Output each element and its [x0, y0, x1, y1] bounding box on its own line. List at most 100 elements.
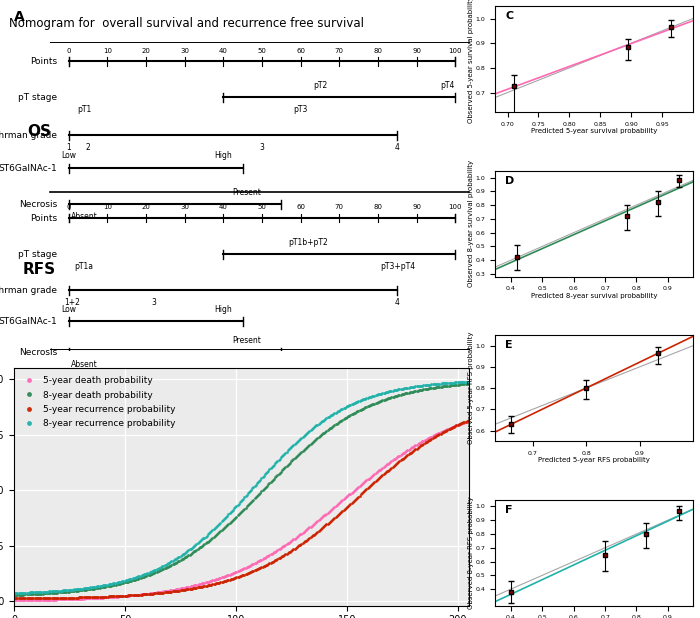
5-year death probability	[340, 494, 349, 502]
Text: C: C	[505, 12, 513, 22]
Text: 1: 1	[66, 143, 71, 152]
Text: 3: 3	[260, 143, 265, 152]
5-year recurrence probability	[465, 417, 473, 424]
5-year death probability	[64, 595, 73, 603]
Y-axis label: Observed 5-year RFS probability: Observed 5-year RFS probability	[468, 332, 474, 444]
Text: RFS: RFS	[22, 262, 55, 277]
Text: ST6GalNAc-1: ST6GalNAc-1	[0, 317, 57, 326]
Text: Necrosis: Necrosis	[19, 348, 57, 357]
Text: 100: 100	[449, 48, 462, 54]
Legend: 5-year death probability, 8-year death probability, 5-year recurrence probabilit: 5-year death probability, 8-year death p…	[18, 373, 179, 432]
Text: 20: 20	[141, 205, 150, 211]
8-year death probability	[190, 548, 198, 555]
Text: pT1: pT1	[77, 105, 91, 114]
8-year recurrence probability	[296, 435, 304, 442]
Text: 100: 100	[449, 205, 462, 211]
8-year recurrence probability	[190, 542, 198, 549]
X-axis label: Predicted 5-year RFS probability: Predicted 5-year RFS probability	[538, 457, 650, 464]
X-axis label: Predicted 5-year survival probability: Predicted 5-year survival probability	[531, 129, 657, 134]
Text: Absent: Absent	[71, 212, 97, 221]
X-axis label: Predicted 8-year survival probability: Predicted 8-year survival probability	[531, 293, 657, 299]
5-year recurrence probability	[10, 595, 18, 602]
5-year recurrence probability	[340, 505, 349, 512]
Line: 8-year recurrence probability: 8-year recurrence probability	[13, 380, 470, 595]
8-year death probability	[64, 588, 73, 595]
Text: Fuhrman grade: Fuhrman grade	[0, 286, 57, 295]
8-year recurrence probability	[338, 405, 346, 412]
Text: 0: 0	[66, 205, 71, 211]
5-year recurrence probability	[296, 541, 304, 548]
Text: 20: 20	[141, 48, 150, 54]
Y-axis label: Observed 5-year survival probability: Observed 5-year survival probability	[468, 0, 474, 123]
5-year recurrence probability	[338, 507, 346, 514]
Text: D: D	[505, 176, 514, 186]
8-year recurrence probability	[64, 586, 73, 594]
Text: pT stage: pT stage	[18, 93, 57, 102]
Text: Fuhrman grade: Fuhrman grade	[0, 131, 57, 140]
Line: 5-year recurrence probability: 5-year recurrence probability	[13, 419, 470, 600]
Y-axis label: Observed 8-year RFS probability: Observed 8-year RFS probability	[468, 496, 474, 609]
Text: E: E	[505, 341, 512, 350]
Text: Present: Present	[232, 188, 261, 197]
Text: 80: 80	[374, 205, 382, 211]
Line: 8-year death probability: 8-year death probability	[13, 383, 470, 596]
Text: 90: 90	[412, 205, 421, 211]
Text: ST6GalNAc-1: ST6GalNAc-1	[0, 164, 57, 172]
8-year recurrence probability	[465, 378, 473, 386]
Text: OS: OS	[27, 124, 51, 140]
5-year death probability	[338, 496, 346, 504]
5-year death probability	[190, 582, 198, 589]
8-year recurrence probability	[340, 404, 349, 411]
Text: 60: 60	[296, 205, 305, 211]
Text: F: F	[505, 505, 512, 515]
Text: Low: Low	[61, 305, 76, 314]
Text: Points: Points	[30, 57, 57, 66]
Text: 70: 70	[335, 48, 344, 54]
Text: Present: Present	[232, 336, 261, 345]
5-year recurrence probability	[190, 585, 198, 592]
5-year recurrence probability	[158, 589, 167, 596]
5-year death probability	[296, 531, 304, 538]
Text: 4: 4	[395, 298, 400, 307]
Text: 50: 50	[258, 205, 267, 211]
Text: 4: 4	[395, 143, 400, 152]
Text: A: A	[14, 10, 24, 23]
8-year recurrence probability	[10, 590, 18, 597]
Text: pT4: pT4	[440, 81, 455, 90]
Text: 30: 30	[180, 205, 189, 211]
8-year death probability	[10, 591, 18, 599]
8-year death probability	[340, 415, 349, 422]
Text: Points: Points	[30, 213, 57, 222]
Text: Necrosis: Necrosis	[19, 200, 57, 209]
Text: 60: 60	[296, 48, 305, 54]
Text: Low: Low	[61, 151, 76, 161]
8-year recurrence probability	[158, 563, 167, 570]
Text: pT2: pT2	[313, 81, 327, 90]
Text: pT1a: pT1a	[75, 262, 94, 271]
Text: High: High	[214, 305, 232, 314]
Text: 30: 30	[180, 48, 189, 54]
Text: 70: 70	[335, 205, 344, 211]
Text: 40: 40	[219, 205, 228, 211]
Text: Nomogram for  overall survival and recurrence free survival: Nomogram for overall survival and recurr…	[9, 17, 365, 30]
5-year death probability	[158, 588, 167, 595]
Line: 5-year death probability: 5-year death probability	[13, 420, 470, 602]
Text: pT stage: pT stage	[18, 250, 57, 259]
Text: 1+2: 1+2	[64, 298, 81, 307]
Text: 10: 10	[103, 205, 112, 211]
Text: 10: 10	[103, 48, 112, 54]
Text: pT1b+pT2: pT1b+pT2	[288, 237, 328, 247]
8-year death probability	[296, 449, 304, 457]
Text: 50: 50	[258, 48, 267, 54]
Text: Absent: Absent	[71, 360, 97, 369]
Text: 2: 2	[85, 143, 90, 152]
Text: 40: 40	[219, 48, 228, 54]
5-year death probability	[10, 596, 18, 604]
Text: 80: 80	[374, 48, 382, 54]
8-year death probability	[158, 565, 167, 573]
Y-axis label: Observed 8-year survival probability: Observed 8-year survival probability	[468, 160, 474, 287]
5-year recurrence probability	[64, 594, 73, 601]
Text: pT3: pT3	[293, 105, 308, 114]
8-year death probability	[338, 416, 346, 423]
Text: 90: 90	[412, 48, 421, 54]
